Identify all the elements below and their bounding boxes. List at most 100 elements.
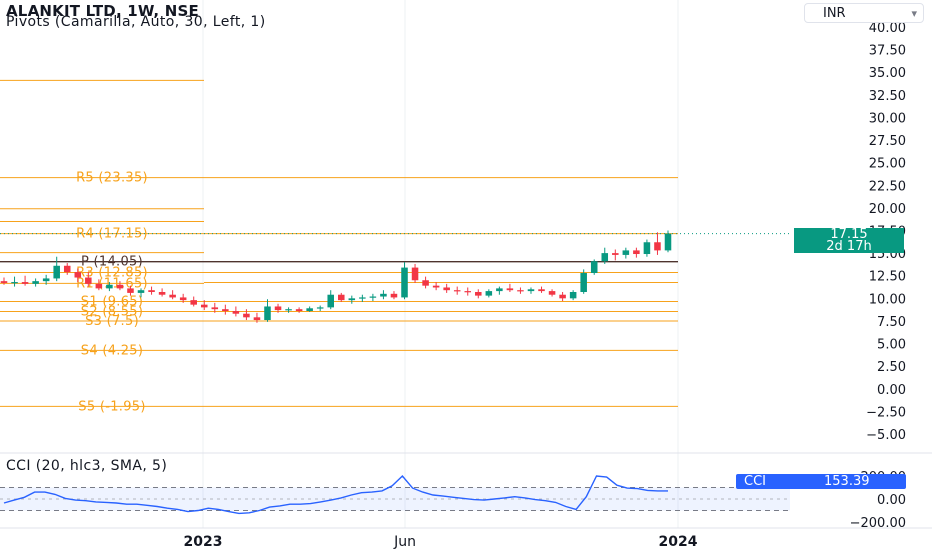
cci-value-label: CCI 153.39 <box>736 474 906 489</box>
pivot-level-label: S1 (9.65) <box>81 294 143 309</box>
candle-body <box>200 304 208 308</box>
price-axis-label: 20.00 <box>869 202 906 217</box>
candle-body <box>316 307 324 309</box>
candle-body <box>243 313 250 318</box>
candle-body <box>654 242 661 251</box>
candle-body <box>274 306 282 311</box>
candle-body <box>306 308 313 311</box>
candle-body <box>222 309 229 311</box>
pivot-level-label: S4 (4.25) <box>81 343 143 358</box>
candle-body <box>601 253 609 262</box>
price-axis-label: 0.00 <box>877 383 906 398</box>
price-axis-label: 2.50 <box>877 360 906 375</box>
candle-body <box>253 317 261 321</box>
price-axis-label: 5.00 <box>877 338 906 353</box>
last-price-label: 17.15 2d 17h <box>794 228 904 253</box>
candle-body <box>548 291 556 295</box>
cci-indicator-label[interactable]: CCI (20, hlc3, SMA, 5) <box>6 458 168 474</box>
price-axis-label: −5.00 <box>866 428 906 443</box>
price-axis-label: 22.50 <box>869 179 906 194</box>
candle-body <box>63 265 71 273</box>
price-axis-label: −2.50 <box>866 405 906 420</box>
currency-label: INR <box>823 6 846 21</box>
price-axis-label: 32.50 <box>869 89 906 104</box>
time-axis-label: Jun <box>393 534 416 550</box>
cci-series-line <box>3 474 668 515</box>
candle-body <box>116 284 124 289</box>
candle-body <box>380 293 387 297</box>
candle-body <box>127 288 134 293</box>
candle-body <box>0 281 8 283</box>
candle-body <box>401 267 408 298</box>
price-axis-label: 37.50 <box>869 44 906 59</box>
price-axis-label: 40.00 <box>869 21 906 36</box>
candle-body <box>348 298 356 301</box>
candle-body <box>285 309 292 311</box>
candle-body <box>137 290 145 293</box>
chevron-down-icon: ▾ <box>911 7 917 20</box>
candle-body <box>11 282 18 284</box>
pivot-level-label: R5 (23.35) <box>76 171 148 186</box>
candle-body <box>453 290 461 292</box>
candle-body <box>179 297 187 301</box>
cci-tag-value: 153.39 <box>824 474 870 489</box>
candle-body <box>506 288 514 291</box>
time-axis-label: 2023 <box>184 534 223 550</box>
candle-body <box>559 294 566 299</box>
candle-body <box>359 297 366 299</box>
candle-body <box>496 288 503 292</box>
candle-body <box>569 292 577 299</box>
candle-body <box>422 280 429 286</box>
candle-body <box>475 292 482 296</box>
candle-body <box>327 294 334 308</box>
candle-body <box>211 307 219 310</box>
candle-body <box>432 285 440 288</box>
candle-body <box>338 294 345 301</box>
candle-body <box>232 310 240 314</box>
pivot-level-label: R1 (11.65) <box>76 276 148 291</box>
time-axis-label: 2024 <box>659 534 698 550</box>
currency-selector[interactable]: INR ▾ <box>804 3 924 23</box>
candle-body <box>622 250 630 255</box>
candle-body <box>390 293 398 298</box>
price-axis-label: 35.00 <box>869 66 906 81</box>
candle-body <box>643 242 651 255</box>
candle-body <box>53 265 60 279</box>
price-axis-label: 30.00 <box>869 111 906 126</box>
candle-body <box>264 306 271 321</box>
candle-body <box>633 250 640 255</box>
candle-body <box>538 289 545 292</box>
pivots-indicator-label[interactable]: Pivots (Camarilla, Auto, 30, Left, 1) <box>6 14 266 30</box>
candle-body <box>148 290 155 293</box>
price-axis-label: 7.50 <box>877 315 906 330</box>
price-axis-label: 25.00 <box>869 157 906 172</box>
candle-body <box>411 267 419 281</box>
pivot-level-label: P (14.05) <box>81 255 143 270</box>
candle-body <box>612 253 619 255</box>
price-axis-label: 27.50 <box>869 134 906 149</box>
price-axis-label: 10.00 <box>869 292 906 307</box>
candle-body <box>527 289 535 292</box>
candle-body <box>32 281 39 284</box>
candle-body <box>158 292 166 295</box>
pivot-level-label: S3 (7.5) <box>85 314 139 329</box>
candle-body <box>369 296 377 298</box>
candle-body <box>85 277 92 284</box>
candle-body <box>664 233 672 251</box>
chart-title[interactable]: ALANKIT LTD, 1W, NSE <box>6 2 199 20</box>
candle-body <box>21 282 29 284</box>
candle-body <box>580 273 587 293</box>
pivot-level-label: R4 (17.15) <box>76 227 148 242</box>
bar-countdown: 2d 17h <box>826 239 872 254</box>
price-axis-label: 12.50 <box>869 270 906 285</box>
candle-body <box>295 309 303 311</box>
pivot-level-label: S2 (8.55) <box>81 304 143 319</box>
candle-body <box>42 278 50 282</box>
candle-body <box>95 283 103 289</box>
candle-body <box>517 290 524 292</box>
candle-body <box>485 291 493 296</box>
candle-body <box>106 284 113 289</box>
cci-tag-name: CCI <box>744 474 766 489</box>
